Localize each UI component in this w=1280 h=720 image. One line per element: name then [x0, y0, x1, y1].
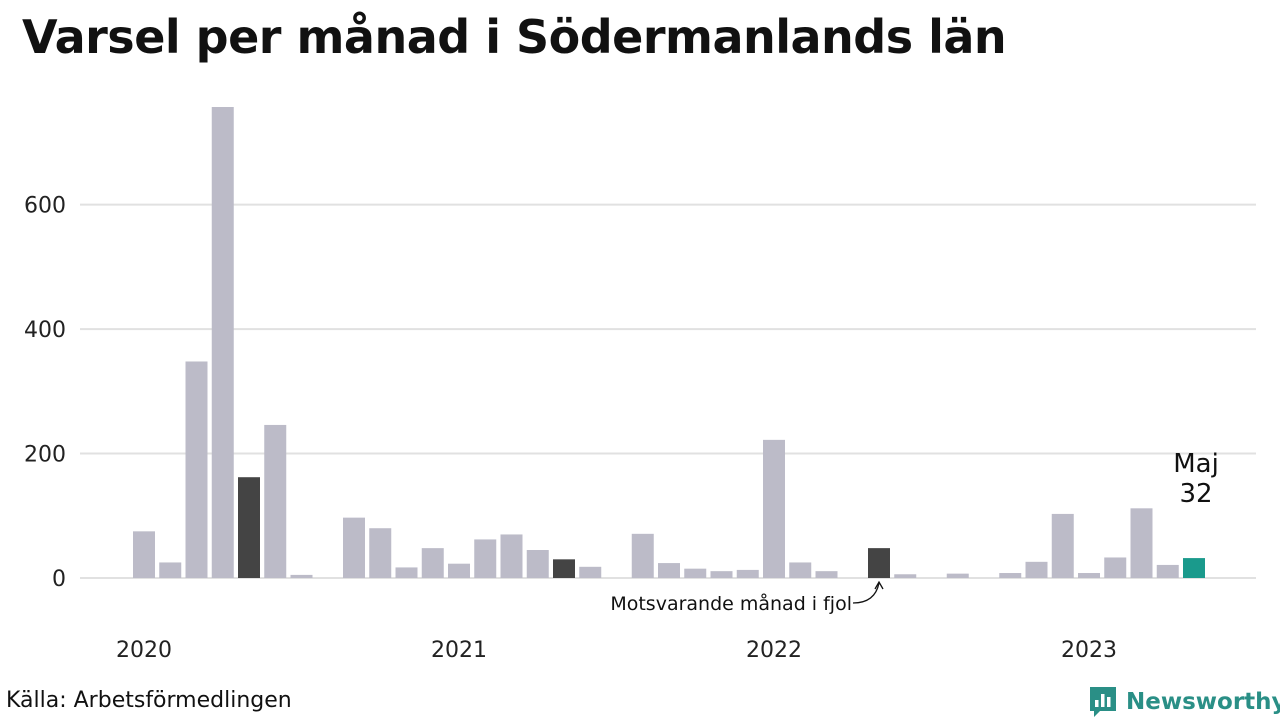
bar-2022-12 — [1051, 513, 1074, 578]
bar-2021-01 — [448, 563, 470, 578]
x-tick-2023: 2023 — [1061, 638, 1117, 663]
bar-2022-08 — [946, 573, 969, 578]
page-title: Varsel per månad i Södermanlands län — [22, 10, 1007, 64]
bar-2020-04 — [211, 107, 234, 578]
bar-2020-12 — [421, 548, 444, 578]
source-note: Källa: Arbetsförmedlingen — [6, 688, 292, 713]
bar-2021-03 — [500, 534, 523, 578]
bar-2020-01 — [133, 531, 155, 578]
brand-logo: Newsworthy — [1088, 684, 1280, 720]
bar-2021-04 — [526, 550, 549, 578]
highlight-label: Maj — [1173, 449, 1219, 479]
bar-2021-06 — [579, 566, 602, 578]
x-tick-2022: 2022 — [746, 638, 802, 663]
bar-2021-10 — [684, 568, 707, 578]
bar-2023-05 — [1183, 558, 1205, 578]
newsworthy-logo-icon — [1090, 687, 1116, 717]
bar-2020-06 — [264, 424, 287, 578]
bars — [133, 107, 1205, 578]
annotation-arrow — [852, 582, 880, 604]
bar-2020-05 — [238, 477, 260, 578]
bar-2021-09 — [658, 563, 680, 578]
highlight-value: 32 — [1179, 479, 1212, 509]
bar-2022-05 — [868, 548, 890, 578]
bar-2022-02 — [789, 562, 812, 578]
y-tick-600: 600 — [24, 194, 66, 219]
bar-2022-11 — [1025, 561, 1048, 578]
bar-2023-03 — [1130, 508, 1153, 578]
bar-2020-09 — [343, 517, 365, 578]
bar-2020-11 — [395, 567, 418, 578]
bar-2023-02 — [1104, 557, 1127, 578]
bar-2020-02 — [159, 562, 182, 578]
y-tick-0: 0 — [52, 567, 66, 592]
y-tick-400: 400 — [24, 318, 66, 343]
brand-name: Newsworthy — [1126, 689, 1280, 715]
bar-2020-07 — [290, 574, 313, 578]
x-axis-ticks: 2020 2021 2022 2023 — [116, 638, 1117, 663]
bar-2023-04 — [1156, 564, 1179, 578]
bar-2022-10 — [999, 573, 1022, 578]
y-tick-200: 200 — [24, 443, 66, 468]
bar-2022-01 — [763, 439, 785, 578]
bar-2021-02 — [474, 539, 497, 578]
bar-2020-10 — [369, 528, 392, 578]
y-axis-ticks: 0 200 400 600 — [24, 194, 66, 592]
annotation-text: Motsvarande månad i fjol — [610, 592, 852, 615]
bar-2022-06 — [894, 574, 917, 578]
bar-2023-01 — [1078, 573, 1100, 578]
annotation-arrowhead — [874, 580, 884, 590]
bar-2021-08 — [631, 533, 654, 578]
bar-2020-03 — [185, 361, 208, 578]
bar-2021-05 — [553, 559, 575, 578]
x-tick-2021: 2021 — [431, 638, 487, 663]
x-tick-2020: 2020 — [116, 638, 172, 663]
bar-2022-03 — [815, 571, 838, 578]
bar-2021-11 — [710, 571, 733, 578]
bar-2021-12 — [736, 569, 759, 578]
